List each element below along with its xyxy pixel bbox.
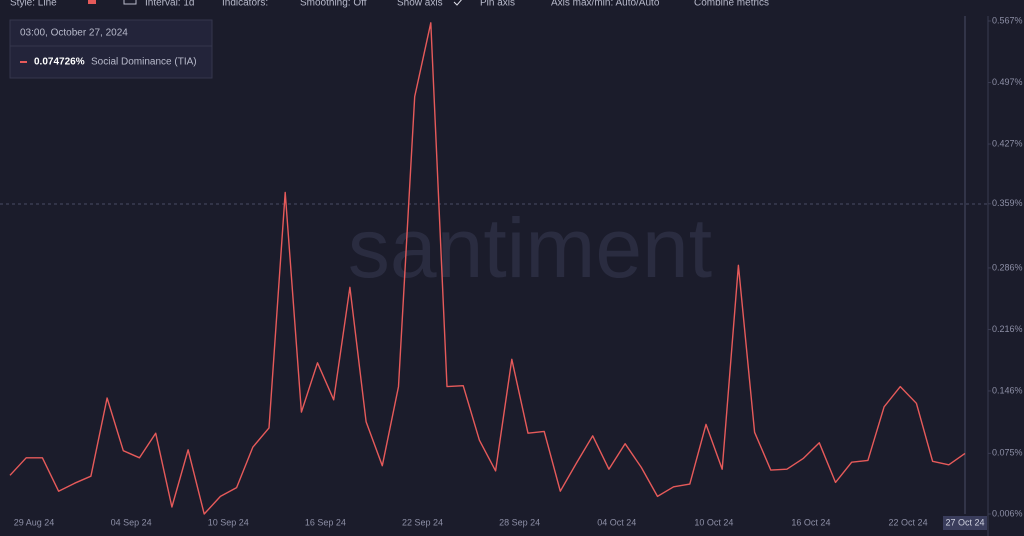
x-tick-label: 04 Sep 24	[111, 517, 152, 527]
checkmark	[453, 0, 462, 6]
color-swatch[interactable]	[88, 0, 96, 4]
tooltip-date: 03:00, October 27, 2024	[20, 28, 128, 39]
y-tick-label: 0.216%	[992, 324, 1023, 334]
y-tick-label: 0.286%	[992, 262, 1023, 272]
y-tick-label: 0.006%	[992, 508, 1023, 518]
interval-select[interactable]: Interval: 1d	[145, 0, 194, 9]
y-tick-label: 0.359%	[992, 198, 1023, 208]
tooltip: 03:00, October 27, 2024 0.074726% Social…	[9, 19, 213, 79]
x-tick-label: 28 Sep 24	[499, 517, 540, 527]
y-tick-label: 0.567%	[992, 15, 1023, 25]
tooltip-box	[9, 19, 213, 79]
watermark: santiment	[348, 201, 712, 295]
series-line	[9, 22, 966, 515]
y-tick-label: 0.146%	[992, 385, 1023, 395]
x-label-highlight	[943, 516, 987, 530]
x-tick-label: 10 Sep 24	[208, 517, 249, 527]
x-tick-label: 27 Oct 24	[945, 517, 984, 527]
indicators-select[interactable]: Indicators:	[222, 0, 268, 9]
x-tick-label: 22 Sep 24	[402, 517, 443, 527]
x-tick-label: 10 Oct 24	[694, 517, 733, 527]
style-select[interactable]: Style: Line	[10, 0, 57, 9]
show-axis-toggle[interactable]: Show axis	[397, 0, 443, 9]
legend-entry: Social Dominance (TIA)	[91, 57, 197, 68]
x-tick-label: 16 Sep 24	[305, 517, 346, 527]
toolbar: Style: Line Interval: 1d Indicators: Smo…	[10, 0, 769, 9]
pin-axis-toggle[interactable]: Pin axis	[480, 0, 515, 9]
y-tick-label: 0.427%	[992, 138, 1023, 148]
combine-metrics[interactable]: Combine metrics	[694, 0, 769, 9]
x-tick-label: 29 Aug 24	[14, 517, 55, 527]
x-tick-label: 16 Oct 24	[791, 517, 830, 527]
x-tick-label: 04 Oct 24	[597, 517, 636, 527]
interval-icon	[123, 0, 137, 5]
smoothing-select[interactable]: Smoothing: Off	[300, 0, 367, 9]
y-tick-label: 0.497%	[992, 77, 1023, 87]
x-tick-label: 22 Oct 24	[889, 517, 928, 527]
tooltip-value: 0.074726%	[34, 57, 85, 68]
axis-minmax-select[interactable]: Axis max/min: Auto/Auto	[551, 0, 660, 9]
y-tick-label: 0.075%	[992, 448, 1023, 458]
